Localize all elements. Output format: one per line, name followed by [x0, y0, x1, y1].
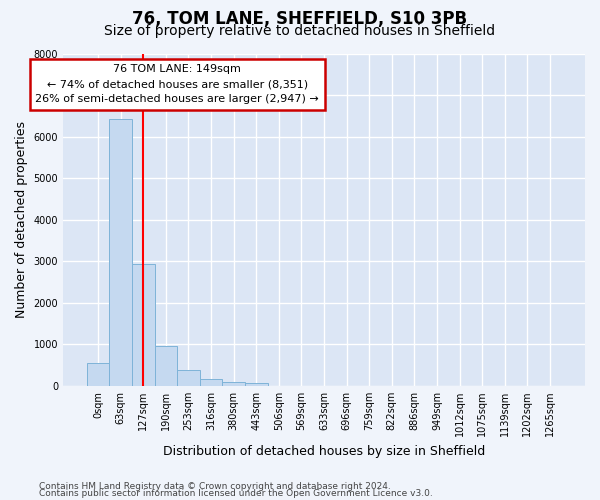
Text: Contains public sector information licensed under the Open Government Licence v3: Contains public sector information licen…: [39, 489, 433, 498]
Y-axis label: Number of detached properties: Number of detached properties: [15, 122, 28, 318]
Text: Size of property relative to detached houses in Sheffield: Size of property relative to detached ho…: [104, 24, 496, 38]
X-axis label: Distribution of detached houses by size in Sheffield: Distribution of detached houses by size …: [163, 444, 485, 458]
Text: 76 TOM LANE: 149sqm
← 74% of detached houses are smaller (8,351)
26% of semi-det: 76 TOM LANE: 149sqm ← 74% of detached ho…: [35, 64, 319, 104]
Bar: [245, 383, 268, 386]
Bar: [132, 264, 155, 386]
Bar: [109, 119, 132, 386]
Bar: [155, 346, 177, 386]
Bar: [177, 370, 200, 386]
Bar: [223, 382, 245, 386]
Text: Contains HM Land Registry data © Crown copyright and database right 2024.: Contains HM Land Registry data © Crown c…: [39, 482, 391, 491]
Bar: [200, 379, 223, 386]
Bar: [87, 363, 109, 386]
Text: 76, TOM LANE, SHEFFIELD, S10 3PB: 76, TOM LANE, SHEFFIELD, S10 3PB: [133, 10, 467, 28]
